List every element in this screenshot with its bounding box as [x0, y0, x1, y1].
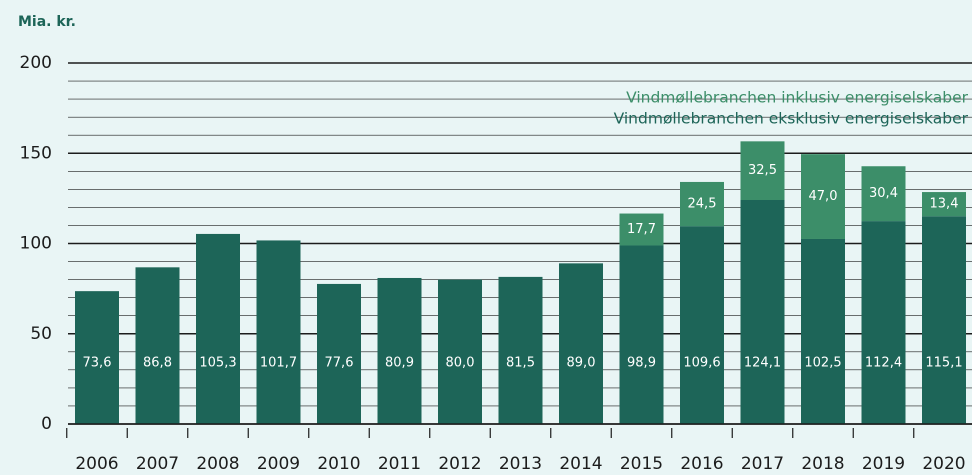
- x-tick-label: 2009: [257, 454, 300, 474]
- value-label: 102,5: [804, 356, 841, 371]
- bar-segment: [680, 226, 724, 424]
- value-label: 109,6: [683, 356, 720, 371]
- x-tick-label: 2020: [922, 454, 965, 474]
- bar-segment: [135, 267, 180, 424]
- x-tick-label: 2010: [317, 454, 360, 474]
- y-axis-label: Mia. kr.: [18, 14, 76, 30]
- value-label: 115,1: [925, 356, 962, 371]
- x-tick-label: 2012: [438, 454, 481, 474]
- value-label: 24,5: [688, 197, 717, 212]
- value-label: 112,4: [865, 356, 902, 371]
- bar-segment: [196, 233, 240, 424]
- y-tick-label: 150: [20, 143, 52, 163]
- bar-segment: [498, 276, 543, 424]
- legend-entry: Vindmøllebranchen inklusiv energiselskab…: [626, 89, 969, 107]
- bar-segment: [740, 199, 785, 424]
- bar-segment: [922, 216, 966, 424]
- bar-segment: [861, 166, 906, 222]
- value-label: 81,5: [506, 356, 535, 371]
- y-tick-label: 0: [41, 414, 52, 434]
- value-label: 17,7: [627, 222, 656, 237]
- value-label: 80,9: [385, 356, 414, 371]
- x-tick-label: 2017: [741, 454, 784, 474]
- bar-segment: [75, 291, 119, 424]
- x-tick-label: 2007: [136, 454, 179, 474]
- y-tick-label: 100: [20, 234, 52, 254]
- bar-segment: [438, 279, 482, 424]
- x-tick-label: 2013: [499, 454, 542, 474]
- bar-segment: [559, 263, 603, 424]
- x-tick-label: 2015: [620, 454, 663, 474]
- bar-segment: [680, 181, 724, 227]
- bar-segment: [619, 213, 664, 246]
- bar-segment: [861, 221, 906, 424]
- bar-segment: [740, 141, 785, 200]
- value-label: 30,4: [869, 186, 898, 201]
- bar-segment: [801, 238, 845, 424]
- value-label: 47,0: [809, 189, 838, 204]
- x-tick-label: 2008: [196, 454, 239, 474]
- x-tick-label: 2019: [862, 454, 905, 474]
- bar-segment: [619, 245, 664, 424]
- bar-segment: [922, 192, 966, 217]
- value-label: 86,8: [143, 356, 172, 371]
- value-label: 105,3: [199, 356, 236, 371]
- value-label: 98,9: [627, 356, 656, 371]
- x-tick-label: 2014: [559, 454, 602, 474]
- legend-entry: Vindmøllebranchen eksklusiv energiselska…: [614, 110, 969, 128]
- value-label: 77,6: [325, 356, 354, 371]
- bar-segment: [317, 283, 361, 424]
- x-tick-label: 2006: [75, 454, 118, 474]
- value-label: 101,7: [260, 356, 297, 371]
- value-label: 89,0: [567, 356, 596, 371]
- bar-segment: [377, 277, 422, 424]
- y-tick-label: 50: [30, 324, 52, 344]
- bar-segment: [801, 154, 845, 239]
- value-label: 124,1: [744, 356, 781, 371]
- value-label: 13,4: [930, 197, 959, 212]
- value-label: 32,5: [748, 163, 777, 178]
- value-label: 73,6: [83, 356, 112, 371]
- value-label: 80,0: [446, 356, 475, 371]
- x-tick-label: 2011: [378, 454, 421, 474]
- y-tick-label: 200: [20, 53, 52, 73]
- x-tick-label: 2018: [801, 454, 844, 474]
- bar-segment: [256, 240, 301, 424]
- x-tick-label: 2016: [680, 454, 723, 474]
